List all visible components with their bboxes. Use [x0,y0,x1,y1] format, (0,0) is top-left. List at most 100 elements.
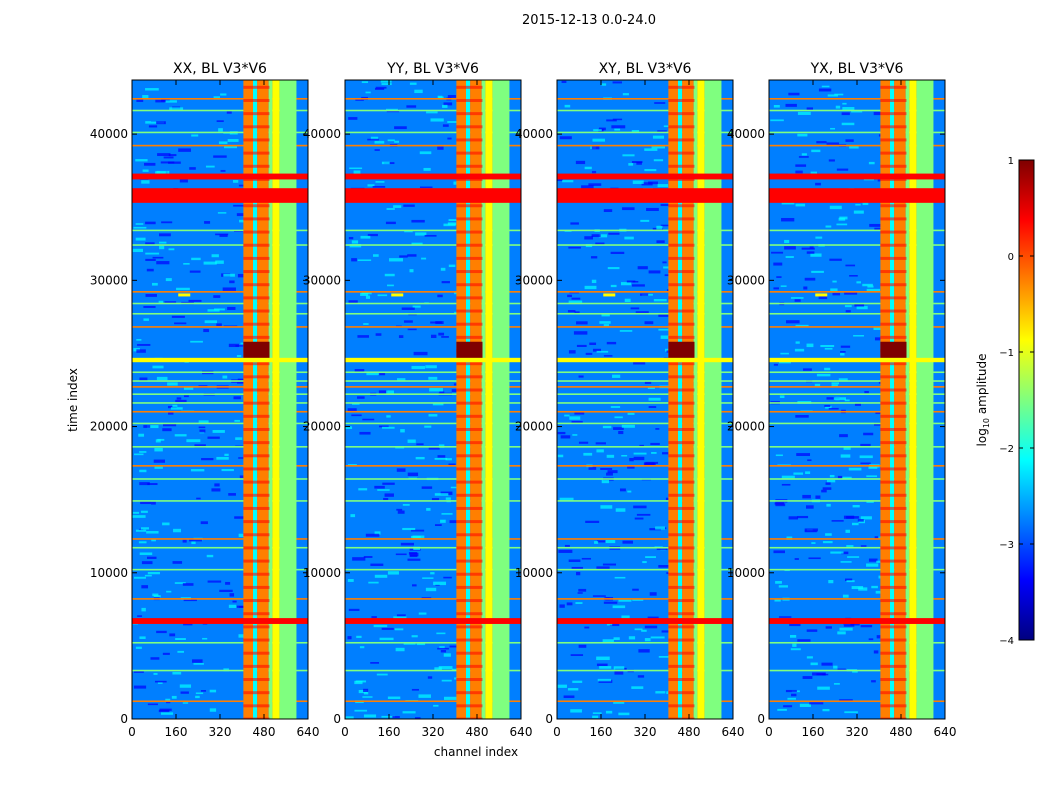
heatmap-cell [352,557,366,561]
heatmap-cell [360,292,369,296]
heatmap-cell [809,702,824,705]
heatmap-cell [622,154,635,157]
heatmap-cell [563,695,575,699]
heatmap-cell [561,80,567,83]
heatmap-cell [596,540,606,543]
rfi-channel-band [704,80,722,719]
rfi-time-line [132,393,308,395]
rfi-band-stripe [456,243,483,247]
rfi-time-line [345,546,521,549]
rfi-band-stripe [668,691,695,695]
heatmap-cell [574,311,580,315]
heatmap-cell [440,649,447,653]
heatmap-cell [598,234,608,238]
heatmap-cell [612,81,623,84]
heatmap-cell [828,580,834,584]
heatmap-cell [371,616,377,619]
heatmap-cell [840,351,846,353]
heatmap-cell [207,309,220,312]
rfi-time-line [769,244,945,246]
heatmap-cell [179,179,188,183]
x-tick-label: 480 [466,725,489,739]
heatmap-cell [196,497,201,500]
heatmap-cell [610,284,617,288]
heatmap-cell [161,221,173,224]
heatmap-cell [633,505,647,509]
heatmap-cell [403,642,416,645]
rfi-time-line [345,109,521,112]
heatmap-cell [418,694,431,698]
rfi-band-stripe [880,401,907,405]
heatmap-cell [781,483,791,486]
rfi-time-line [132,229,308,232]
rfi-time-line [769,393,945,395]
heatmap-cell [621,454,628,457]
rfi-band-stripe [880,427,907,431]
heatmap-cell [634,628,643,631]
heatmap-cell [842,594,849,598]
heatmap-cell [235,345,244,347]
rfi-band-stripe [668,467,695,471]
heatmap-cell [138,541,147,544]
heatmap-cell [860,545,867,547]
colorbar-tick-label: −3 [999,540,1014,551]
rfi-band-stripe [668,546,695,550]
heatmap-cell [227,139,239,142]
heatmap-cell [381,83,392,86]
heatmap-cell [168,412,174,415]
heatmap-cell [642,561,647,564]
rfi-time-line [132,538,308,540]
heatmap-cell [630,307,640,310]
heatmap-cell [793,472,804,475]
heatmap-cell [202,637,208,640]
heatmap-cell [347,464,357,466]
heatmap-cell [447,222,457,226]
figure-suptitle: 2015-12-13 0.0-24.0 [522,13,656,28]
rfi-time-line [132,380,308,382]
heatmap-cell [347,408,357,412]
heatmap-cell [854,303,865,307]
rfi-band-stripe [880,480,907,484]
rfi-band-stripe [456,138,483,142]
heatmap-cell [606,341,617,345]
heatmap-cell [220,169,226,172]
heatmap-cell [136,339,142,341]
heatmap-cell [363,688,369,693]
heatmap-cell [199,429,206,433]
heatmap-cell [658,656,673,658]
rfi-band-stripe [243,164,270,168]
heatmap-cell [864,390,869,394]
heatmap-cell [795,324,809,328]
rfi-time-line [769,302,945,305]
heatmap-cell [132,248,143,253]
heatmap-cell [233,396,241,400]
heatmap-cell [850,623,860,626]
rfi-band-stripe [668,401,695,405]
heatmap-cell [358,488,368,491]
rfi-band-stripe [880,217,907,221]
rfi-channel-band [466,80,471,719]
heatmap-cell [138,528,144,531]
heatmap-cell [415,232,427,236]
heatmap-cell [158,300,164,304]
rfi-band-stripe [456,664,483,668]
panel-title: XX, BL V3*V6 [173,61,267,77]
heatmap-cell [374,149,380,151]
heatmap-cell [614,416,623,419]
heatmap-cell [876,635,884,639]
heatmap-cell [384,273,395,277]
rfi-time-line [557,598,733,600]
heatmap-cell [386,208,395,210]
heatmap-cell [380,80,392,83]
heatmap-cell [627,490,632,493]
heatmap-cell [144,574,152,577]
heatmap-cell [379,425,389,428]
heatmap-cell [828,159,835,162]
heatmap-cell [570,654,584,656]
heatmap-cell [189,167,196,170]
heatmap-cell [797,111,811,115]
rfi-band-stripe [668,533,695,537]
rfi-band-stripe [456,98,483,102]
rfi-time-line [557,669,733,672]
